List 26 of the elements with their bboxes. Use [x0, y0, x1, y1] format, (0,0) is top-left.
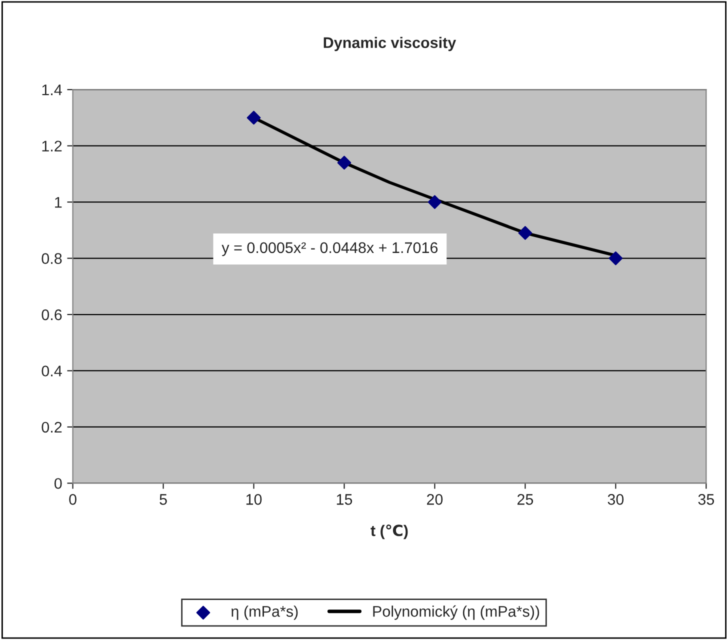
x-axis-title: t (℃) — [370, 524, 408, 540]
legend-label: η (mPa*s) — [232, 606, 298, 620]
point — [337, 156, 352, 170]
y-tick-label: 0.4 — [42, 366, 62, 376]
y-tick-label: 0 — [54, 478, 62, 489]
point — [246, 110, 261, 125]
chart-title: Dynamic viscosity — [324, 36, 456, 52]
x-tick-label: 5 — [160, 494, 167, 505]
y-tick-label: 0.6 — [42, 309, 62, 320]
x-tick-label: 35 — [698, 494, 714, 505]
y-tick-label: 1.4 — [42, 84, 62, 96]
y-tick-label: 1.2 — [42, 140, 62, 152]
x-tick-label: 15 — [336, 494, 352, 505]
legend-label: Polynomický (η (mPa*s)) — [373, 605, 540, 620]
y-tick-label: 0.2 — [42, 422, 62, 433]
x-tick-label: 30 — [608, 494, 624, 505]
x-tick-label: 20 — [426, 494, 443, 505]
y-tick-label: 0.8 — [42, 253, 62, 264]
x-tick-label: 10 — [246, 494, 262, 505]
annotation: y = 0.0005x² - 0.0448x + 1.7016 — [222, 242, 438, 256]
point — [518, 226, 532, 240]
point — [428, 195, 442, 209]
x-tick-label: 0 — [69, 494, 76, 505]
x-tick-label: 25 — [517, 494, 534, 505]
point — [608, 251, 623, 266]
y-tick-label: 1 — [55, 197, 62, 208]
